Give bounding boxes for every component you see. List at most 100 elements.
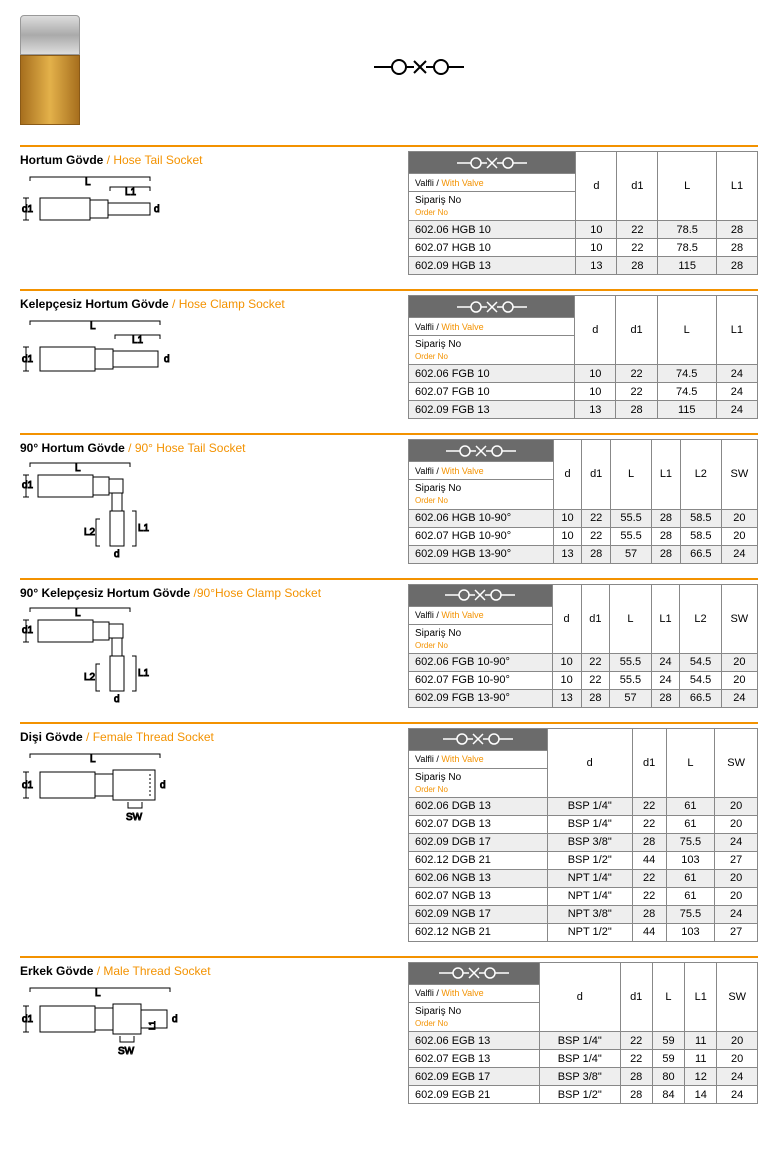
section-title: 90° Hortum Gövde / 90° Hose Tail Socket: [20, 439, 400, 455]
cell: 10: [575, 365, 616, 383]
spec-table: dd1LL1L2SWValfli / With ValveSipariş NoO…: [408, 584, 758, 708]
part-number: 602.07 HGB 10-90°: [409, 527, 554, 545]
table-row: 602.07 FGB 10-90°102255.52454.520: [409, 671, 758, 689]
table-row: 602.09 FGB 13-90°1328572866.524: [409, 689, 758, 707]
cell: 66.5: [680, 689, 721, 707]
col-header: SW: [717, 962, 758, 1031]
spec-table: dd1LL1L2SWValfli / With ValveSipariş NoO…: [408, 439, 758, 563]
valfli-label: Valfli / With Valve: [409, 318, 575, 336]
part-number: 602.07 FGB 10-90°: [409, 671, 553, 689]
cell: 24: [716, 383, 757, 401]
table-row: 602.07 EGB 13BSP 1/4"22591120: [409, 1050, 758, 1068]
part-number: 602.09 DGB 17: [409, 833, 548, 851]
cell: 57: [611, 545, 652, 563]
cell: 28: [717, 239, 758, 257]
svg-text:d: d: [114, 694, 120, 705]
diagram: Ld1dSWL1: [20, 984, 220, 1064]
cell: 10: [576, 221, 617, 239]
cell: 103: [666, 923, 715, 941]
cell: 13: [553, 545, 582, 563]
cell: 24: [721, 689, 757, 707]
cell: 20: [715, 887, 758, 905]
section: Kelepçesiz Hortum Gövde / Hose Clamp Soc…: [20, 289, 758, 419]
cell: 28: [632, 905, 666, 923]
svg-text:d1: d1: [22, 354, 34, 365]
cell: 12: [685, 1068, 717, 1086]
cell: 28: [616, 401, 657, 419]
cell: BSP 3/8": [547, 833, 632, 851]
part-number: 602.12 DGB 21: [409, 851, 548, 869]
part-number: 602.12 NGB 21: [409, 923, 548, 941]
siparis-label: Sipariş NoOrder No: [409, 624, 553, 653]
svg-text:d: d: [164, 354, 170, 365]
cell: 55.5: [611, 527, 652, 545]
valve-symbol-cell: [409, 962, 540, 984]
valve-symbol-cell: [409, 152, 576, 174]
cell: 61: [666, 815, 715, 833]
spec-table: dd1LL1SWValfli / With ValveSipariş NoOrd…: [408, 962, 758, 1104]
cell: 13: [576, 257, 617, 275]
divider: [20, 722, 758, 724]
table-row: 602.06 FGB 10-90°102255.52454.520: [409, 653, 758, 671]
cell: 22: [632, 869, 666, 887]
cell: 24: [721, 545, 757, 563]
col-header: d: [576, 152, 617, 221]
col-header: d1: [632, 728, 666, 797]
svg-text:L: L: [90, 754, 96, 765]
diagram: LL1d1d: [20, 317, 220, 387]
table-row: 602.12 DGB 21BSP 1/2"4410327: [409, 851, 758, 869]
col-header: d: [575, 296, 616, 365]
cell: 22: [582, 527, 611, 545]
svg-text:L: L: [85, 177, 91, 188]
valfli-label: Valfli / With Valve: [409, 174, 576, 192]
svg-text:d1: d1: [22, 480, 34, 491]
svg-text:d1: d1: [22, 780, 34, 791]
col-header: L1: [652, 440, 681, 509]
col-header: d1: [582, 440, 611, 509]
spec-table: dd1LSWValfli / With ValveSipariş NoOrder…: [408, 728, 758, 942]
cell: 28: [581, 689, 610, 707]
section-title: Kelepçesiz Hortum Gövde / Hose Clamp Soc…: [20, 295, 400, 311]
table-row: 602.09 EGB 17BSP 3/8"28801224: [409, 1068, 758, 1086]
svg-text:d: d: [154, 204, 160, 215]
cell: 59: [652, 1032, 684, 1050]
svg-text:d1: d1: [22, 204, 34, 215]
diagram: Ld1L1L2d: [20, 606, 220, 706]
col-header: SW: [715, 728, 758, 797]
part-number: 602.06 HGB 10: [409, 221, 576, 239]
cell: 20: [721, 671, 757, 689]
cell: 11: [685, 1032, 717, 1050]
cell: 28: [582, 545, 611, 563]
cell: 24: [716, 401, 757, 419]
table-row: 602.07 DGB 13BSP 1/4"226120: [409, 815, 758, 833]
cell: 20: [721, 653, 757, 671]
svg-text:L: L: [95, 988, 101, 999]
cell: NPT 3/8": [547, 905, 632, 923]
divider: [20, 289, 758, 291]
siparis-label: Sipariş NoOrder No: [409, 192, 576, 221]
cell: BSP 1/4": [539, 1050, 620, 1068]
diagram: Ld1L1L2d: [20, 461, 220, 561]
part-number: 602.06 HGB 10-90°: [409, 509, 554, 527]
part-number: 602.06 DGB 13: [409, 797, 548, 815]
table-row: 602.09 HGB 13132811528: [409, 257, 758, 275]
cell: 78.5: [658, 221, 717, 239]
cell: 103: [666, 851, 715, 869]
col-header: L: [657, 296, 716, 365]
col-header: L: [652, 962, 684, 1031]
col-header: d1: [581, 584, 610, 653]
cell: 44: [632, 851, 666, 869]
part-number: 602.07 DGB 13: [409, 815, 548, 833]
divider: [20, 956, 758, 958]
svg-text:L1: L1: [138, 523, 150, 534]
cell: 11: [685, 1050, 717, 1068]
cell: 28: [717, 257, 758, 275]
svg-text:L: L: [75, 608, 81, 619]
cell: 20: [715, 815, 758, 833]
table-row: 602.09 EGB 21BSP 1/2"28841424: [409, 1086, 758, 1104]
table-row: 602.09 DGB 17BSP 3/8"2875.524: [409, 833, 758, 851]
table-row: 602.06 FGB 10102274.524: [409, 365, 758, 383]
col-header: L: [610, 584, 651, 653]
col-header: L1: [685, 962, 717, 1031]
cell: 80: [652, 1068, 684, 1086]
